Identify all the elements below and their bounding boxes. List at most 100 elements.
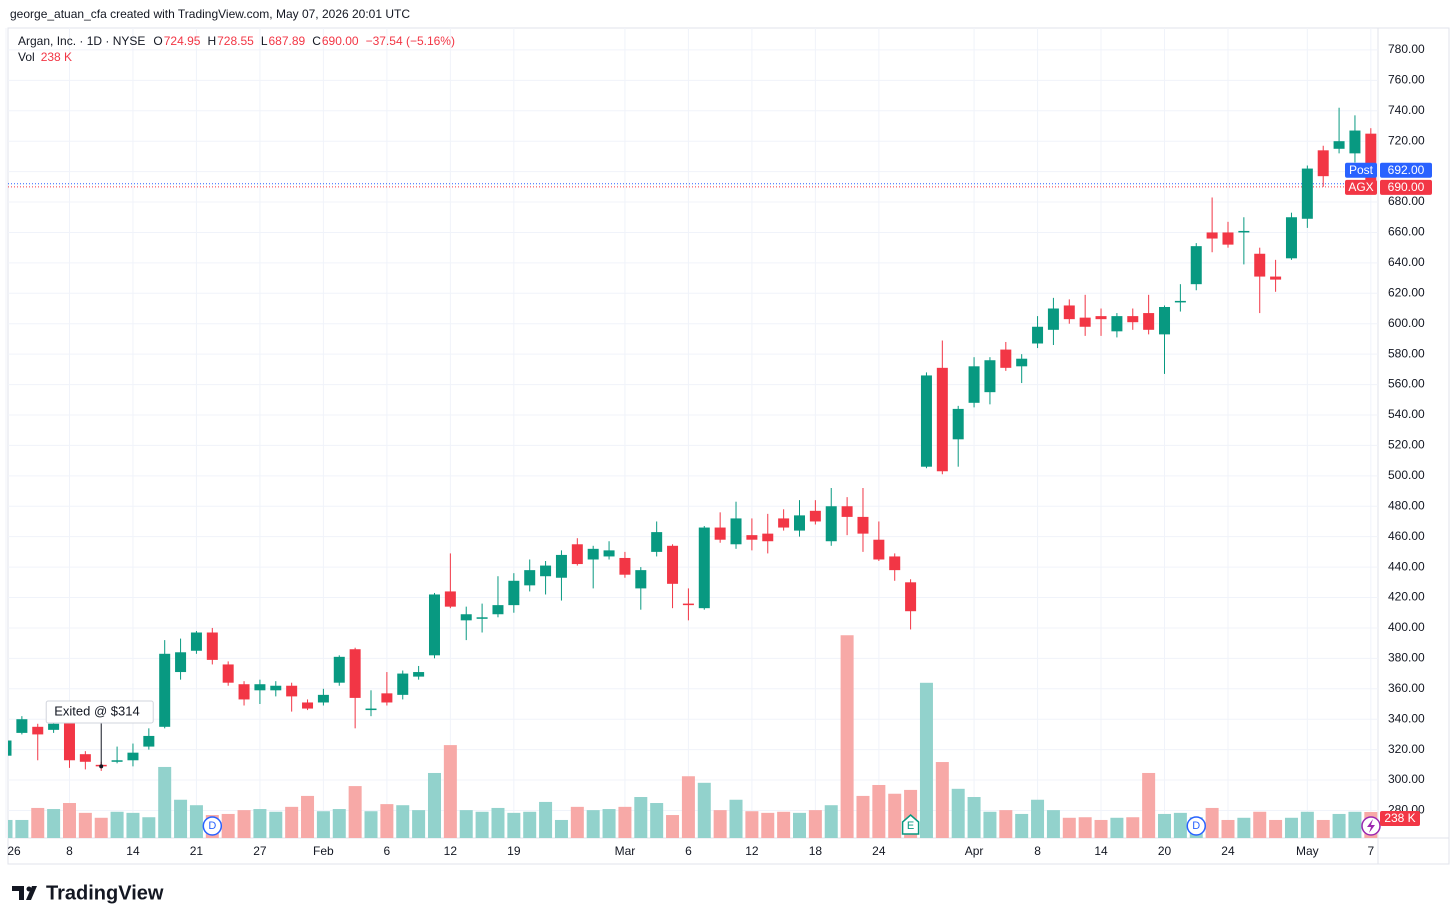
y-tick-label: 500.00 [1388,468,1425,482]
candle-body [317,694,329,703]
candle-body [254,684,266,691]
volume-bar [713,810,727,838]
marker-icon [1367,819,1375,833]
x-tick-label: 6 [384,844,391,858]
volume-bar [253,809,267,838]
annotation-dot [99,764,104,769]
volume-bar [523,811,537,838]
candle-body [476,617,488,619]
x-tick-label: 14 [1094,844,1108,858]
chart-frame [7,27,1450,865]
symbol-title: Argan, Inc. · 1D · NYSE [18,34,145,48]
volume-bar [745,811,759,838]
volume-bar [1142,772,1156,838]
candle-body [63,722,75,761]
candle-body [698,527,710,609]
candle-body [1174,300,1186,303]
y-tick-label: 360.00 [1388,681,1425,695]
legend-value: 690.00 [322,34,359,48]
volume-bar [697,782,711,838]
candle-body [1159,306,1171,335]
y-tick-label: 680.00 [1388,194,1425,208]
candle-body [714,527,726,540]
candle-body [1238,230,1250,233]
volume-bar [47,809,61,838]
volume-bar [475,811,489,838]
volume-bar [348,786,362,838]
candle-body [936,367,948,472]
volume-bar [1015,813,1029,838]
price-tag-name: Post [1349,163,1374,177]
volume-bar [808,810,822,838]
volume-bar [1078,817,1092,838]
y-tick-label: 740.00 [1388,103,1425,117]
candle-body [413,672,425,677]
candle-body [460,614,472,621]
candle-body [1079,317,1091,327]
candle-body [968,366,980,403]
volume-bar [919,682,933,838]
volume-bar [62,803,76,838]
candle-body [730,518,742,545]
volume-bar [888,793,902,838]
event-label: D [208,820,216,832]
legend-value: 728.55 [217,34,254,48]
event-label: D [1192,820,1200,832]
y-tick-label: 320.00 [1388,742,1425,756]
price-tag-value: 690.00 [1388,180,1425,194]
candle-body [508,580,520,606]
volume-bar [777,811,791,838]
candle-body [920,375,932,467]
legend-change: −37.54 (−5.16%) [366,34,455,48]
volume-bar [427,772,441,838]
candle-body [397,673,409,695]
price-tag-name: AGX [1348,180,1373,194]
y-tick-label: 380.00 [1388,651,1425,665]
volume-bar [1316,819,1330,838]
candle-body [238,684,250,700]
candle-body [16,719,28,733]
volume-bar [285,806,299,838]
candle-body [952,408,964,440]
legend-key: H [207,34,216,48]
legend-key: C [312,34,321,48]
x-tick-label: 21 [190,844,204,858]
candle-body [302,702,314,709]
candle-body [127,752,139,761]
y-tick-label: 780.00 [1388,42,1425,56]
volume-bar [666,815,680,838]
candle-body [1222,232,1234,245]
candle-body [540,565,552,577]
candle-body [32,726,44,735]
y-tick-label: 300.00 [1388,772,1425,786]
volume-bar [1110,817,1124,838]
candle-body [619,557,631,575]
candle-body [79,754,91,762]
volume-bar [364,811,378,838]
volume-bar [1348,811,1362,838]
header: george_atuan_cfa created with TradingVie… [10,7,410,21]
price-tag-value: 692.00 [1388,163,1425,177]
volume-legend-name: Vol [18,50,35,64]
volume-bar [1046,810,1060,838]
volume-tag-box [1380,811,1420,826]
logo-dot [26,886,32,892]
volume-bar [1205,807,1219,838]
annotation-text: Exited @ $314 [54,703,139,718]
candle-body [111,760,123,762]
candle-body [206,632,218,660]
x-tick-label: 20 [1158,844,1172,858]
candle-body [1190,246,1202,285]
event-label: E [907,820,914,832]
candle-body [667,545,679,584]
candle-body [762,533,774,542]
volume-bar [380,804,394,838]
y-tick-label: 720.00 [1388,133,1425,147]
x-tick-label: 7 [1367,844,1374,858]
x-tick-label: 6 [685,844,692,858]
candle-body [1349,130,1361,154]
x-tick-label: 27 [253,844,267,858]
legend-key: O [153,34,162,48]
y-tick-label: 540.00 [1388,407,1425,421]
